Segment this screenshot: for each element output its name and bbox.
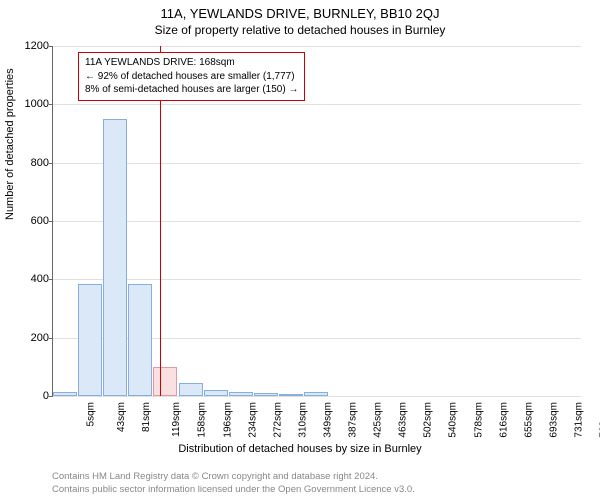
xtick-label: 731sqm: [573, 402, 584, 438]
annotation-line-2: ← 92% of detached houses are smaller (1,…: [85, 70, 298, 84]
gridline: [53, 163, 581, 164]
ytick-label: 1200: [9, 40, 49, 52]
ytick-label: 600: [9, 215, 49, 227]
annotation-line-1: 11A YEWLANDS DRIVE: 168sqm: [85, 56, 298, 70]
xtick-label: 234sqm: [247, 402, 258, 438]
ytick-mark: [49, 338, 53, 339]
plot-area: 0200400600800100012005sqm43sqm81sqm119sq…: [52, 46, 580, 396]
xtick-label: 272sqm: [272, 402, 283, 438]
xtick-label: 693sqm: [548, 402, 559, 438]
ytick-mark: [49, 279, 53, 280]
footer-line-2: Contains public sector information licen…: [52, 484, 415, 496]
ytick-label: 0: [9, 390, 49, 402]
xtick-label: 310sqm: [297, 402, 308, 438]
xtick-label: 387sqm: [348, 402, 359, 438]
footer-line-1: Contains HM Land Registry data © Crown c…: [52, 471, 415, 483]
bar: [254, 393, 278, 396]
ytick-mark: [49, 396, 53, 397]
xtick-label: 540sqm: [448, 402, 459, 438]
gridline: [53, 46, 581, 47]
bar: [78, 284, 102, 396]
bar: [279, 394, 303, 396]
gridline: [53, 279, 581, 280]
chart-title: 11A, YEWLANDS DRIVE, BURNLEY, BB10 2QJ: [0, 0, 600, 21]
bar: [128, 284, 152, 396]
annotation-line-3: 8% of semi-detached houses are larger (1…: [85, 83, 298, 97]
ytick-label: 800: [9, 157, 49, 169]
x-axis-label: Distribution of detached houses by size …: [0, 443, 600, 455]
ytick-label: 400: [9, 273, 49, 285]
bar: [53, 392, 77, 396]
xtick-label: 349sqm: [322, 402, 333, 438]
chart-subtitle: Size of property relative to detached ho…: [0, 21, 600, 41]
ytick-label: 1000: [9, 98, 49, 110]
xtick-label: 655sqm: [523, 402, 534, 438]
ytick-mark: [49, 163, 53, 164]
xtick-label: 43sqm: [116, 402, 127, 432]
gridline: [53, 104, 581, 105]
xtick-label: 196sqm: [222, 402, 233, 438]
xtick-label: 502sqm: [423, 402, 434, 438]
chart-container: 11A, YEWLANDS DRIVE, BURNLEY, BB10 2QJ S…: [0, 0, 600, 500]
ytick-mark: [49, 104, 53, 105]
ytick-mark: [49, 46, 53, 47]
xtick-label: 119sqm: [171, 402, 182, 437]
ytick-label: 200: [9, 332, 49, 344]
gridline: [53, 221, 581, 222]
xtick-label: 425sqm: [373, 402, 384, 438]
xtick-label: 578sqm: [473, 402, 484, 438]
ytick-mark: [49, 221, 53, 222]
xtick-label: 81sqm: [141, 402, 152, 432]
bar: [179, 383, 203, 396]
xtick-label: 5sqm: [85, 402, 96, 426]
gridline: [53, 396, 581, 397]
y-axis-label: Number of detached properties: [4, 68, 16, 220]
bar: [204, 390, 228, 396]
xtick-label: 158sqm: [197, 402, 208, 438]
bar: [229, 392, 253, 396]
xtick-label: 463sqm: [398, 402, 409, 438]
bar: [103, 119, 127, 396]
xtick-label: 616sqm: [498, 402, 509, 438]
footer: Contains HM Land Registry data © Crown c…: [52, 471, 415, 496]
bar: [304, 392, 328, 396]
annotation-box: 11A YEWLANDS DRIVE: 168sqm ← 92% of deta…: [78, 52, 305, 101]
bar: [153, 367, 177, 396]
